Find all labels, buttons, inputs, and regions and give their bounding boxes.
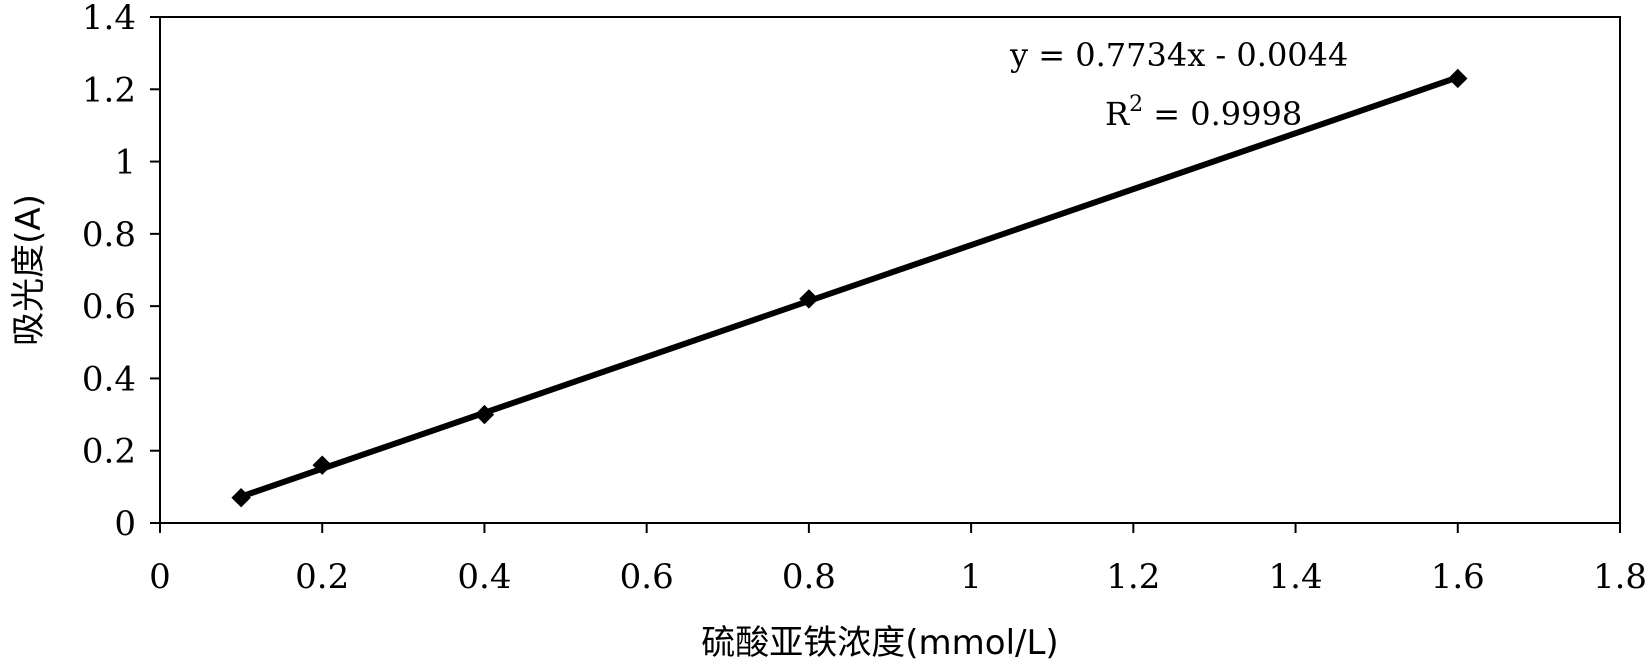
data-point bbox=[312, 455, 332, 475]
x-tick-label: 1.6 bbox=[1431, 557, 1485, 597]
x-tick-label: 0.4 bbox=[457, 557, 511, 597]
data-points bbox=[231, 68, 1468, 508]
x-tick-label: 0.8 bbox=[782, 557, 836, 597]
trendline-path bbox=[238, 74, 1461, 500]
x-tick-label: 1.2 bbox=[1106, 557, 1160, 597]
y-tick-label: 1.4 bbox=[82, 0, 136, 38]
y-tick-label: 1.2 bbox=[82, 70, 136, 110]
data-point bbox=[799, 289, 819, 309]
trendline bbox=[238, 74, 1461, 500]
data-point bbox=[474, 404, 495, 425]
r-squared-value: = 0.9998 bbox=[1143, 95, 1302, 133]
x-tick-label: 1 bbox=[960, 557, 982, 597]
y-tick-label: 0 bbox=[114, 504, 136, 544]
r-squared-prefix: R bbox=[1105, 95, 1130, 133]
x-tick-label: 0 bbox=[149, 557, 171, 597]
r-squared-superscript: 2 bbox=[1129, 92, 1143, 117]
y-tick-label: 0.4 bbox=[82, 359, 136, 399]
y-tick-label: 0.6 bbox=[82, 287, 136, 327]
y-axis-ticks: 0 0.2 0.4 0.6 0.8 1 1.2 1.4 bbox=[82, 0, 160, 544]
x-tick-label: 0.2 bbox=[295, 557, 349, 597]
x-tick-label: 1.8 bbox=[1593, 557, 1647, 597]
y-tick-label: 0.8 bbox=[82, 215, 136, 255]
x-tick-label: 0.6 bbox=[620, 557, 674, 597]
x-tick-label: 1.4 bbox=[1269, 557, 1323, 597]
x-axis-label: 硫酸亚铁浓度(mmol/L) bbox=[701, 623, 1058, 663]
x-axis-ticks: 0 0.2 0.4 0.6 0.8 1 1.2 1.4 1.6 1.8 bbox=[149, 523, 1647, 597]
y-axis-label: 吸光度(A) bbox=[9, 194, 49, 346]
y-tick-label: 1 bbox=[114, 143, 136, 183]
r-squared-label: R2 = 0.9998 bbox=[1105, 92, 1302, 133]
data-point bbox=[1448, 68, 1468, 89]
data-point bbox=[231, 487, 251, 508]
y-tick-label: 0.2 bbox=[82, 432, 136, 472]
trendline-equation: y = 0.7734x - 0.0044 bbox=[1009, 36, 1348, 74]
